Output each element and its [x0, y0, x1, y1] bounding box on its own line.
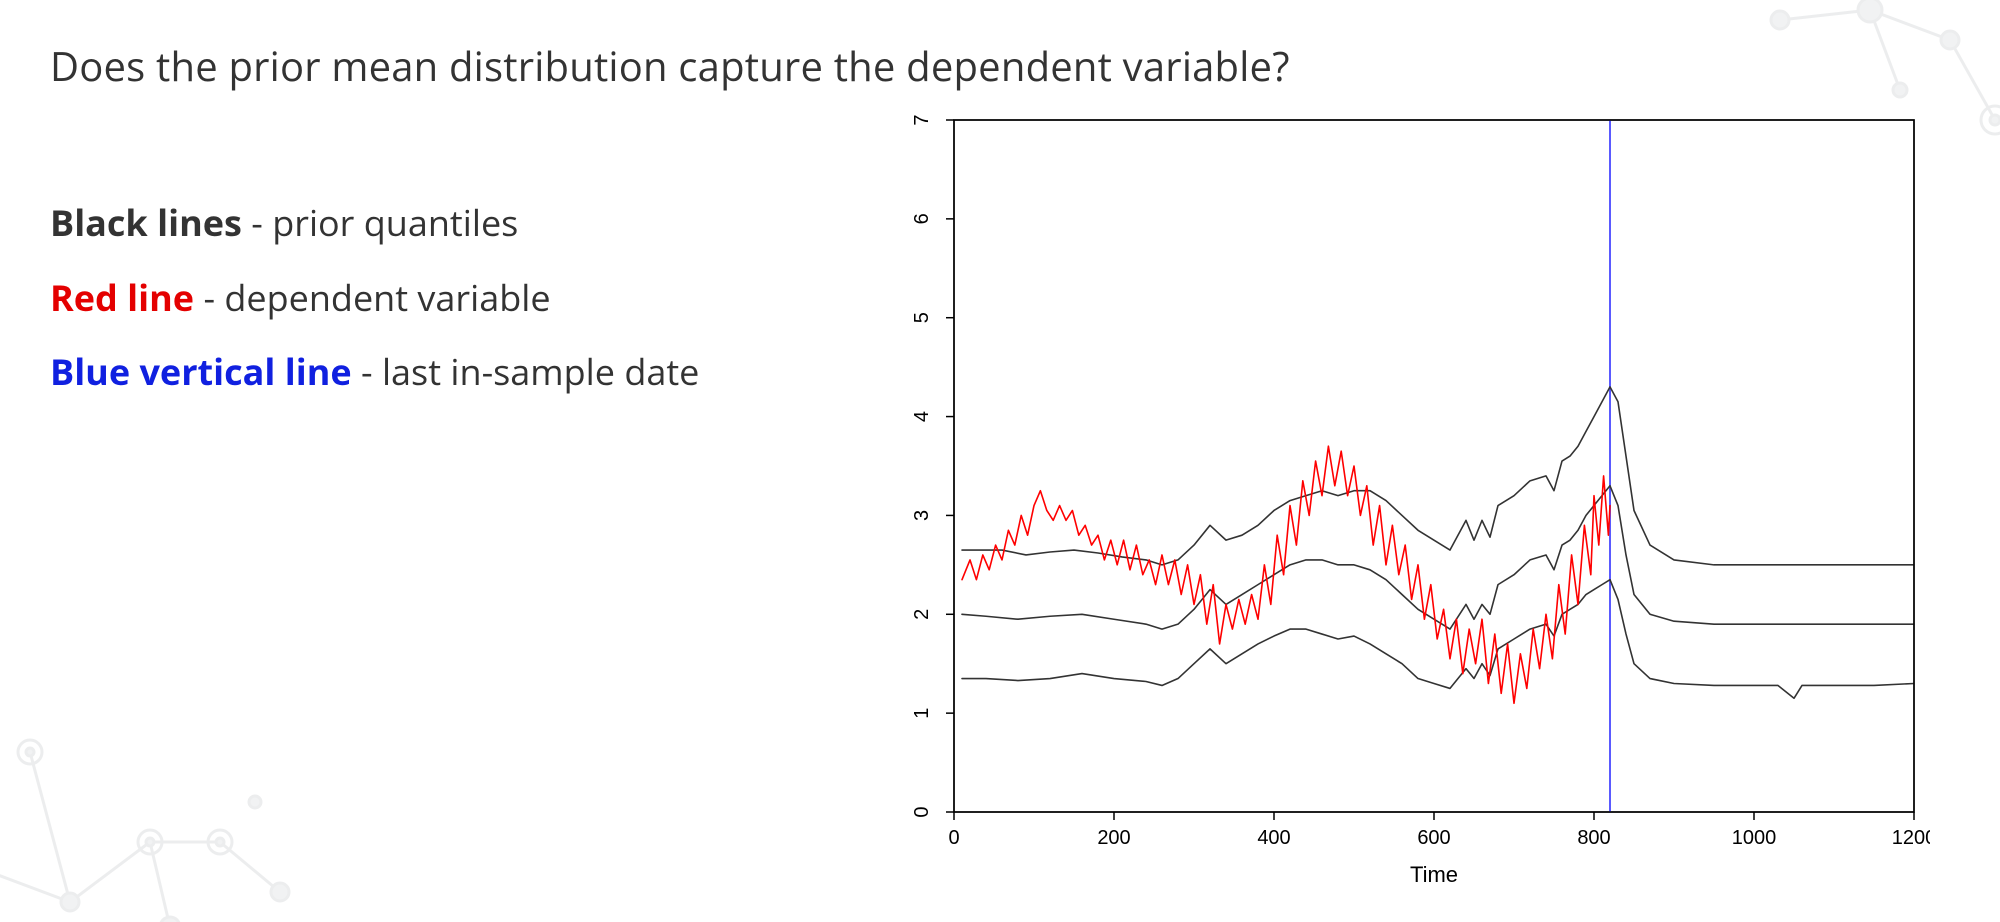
legend-key-black: Black lines [50, 198, 242, 247]
svg-text:0: 0 [948, 827, 959, 849]
svg-text:1: 1 [911, 708, 933, 719]
legend-sep: - [203, 273, 224, 322]
svg-text:5: 5 [911, 312, 933, 323]
svg-text:1000: 1000 [1732, 827, 1777, 849]
slide-root: Does the prior mean distribution capture… [0, 0, 2000, 922]
legend-row-black: Black lines - prior quantiles [50, 190, 699, 257]
legend-desc-blue: last in-sample date [382, 347, 699, 396]
legend-desc-red: dependent variable [224, 273, 550, 322]
legend: Black lines - prior quantiles Red line -… [50, 190, 699, 414]
svg-text:600: 600 [1417, 827, 1450, 849]
svg-text:4: 4 [911, 411, 933, 422]
svg-text:2: 2 [911, 609, 933, 620]
decor-network-bottom-left [0, 692, 330, 922]
svg-text:3: 3 [911, 510, 933, 521]
legend-row-red: Red line - dependent variable [50, 265, 699, 332]
legend-desc-black: prior quantiles [272, 198, 518, 247]
svg-text:6: 6 [911, 213, 933, 224]
svg-text:400: 400 [1257, 827, 1290, 849]
svg-text:Time: Time [1410, 862, 1458, 887]
svg-text:800: 800 [1577, 827, 1610, 849]
time-series-chart: 0 1 2 3 4 5 6 7 0 200 400 600 800 1000 1200 Time [870, 110, 1930, 900]
svg-text:1200: 1200 [1892, 827, 1930, 849]
slide-title: Does the prior mean distribution capture… [50, 38, 1290, 93]
legend-key-blue: Blue vertical line [50, 347, 352, 396]
svg-text:0: 0 [911, 806, 933, 817]
legend-row-blue: Blue vertical line - last in-sample date [50, 339, 699, 406]
legend-key-red: Red line [50, 273, 194, 322]
legend-sep: - [251, 198, 272, 247]
svg-text:7: 7 [911, 114, 933, 125]
legend-sep: - [361, 347, 382, 396]
svg-text:200: 200 [1097, 827, 1130, 849]
chart-container: 0 1 2 3 4 5 6 7 0 200 400 600 800 1000 1200 Time [870, 110, 1930, 900]
